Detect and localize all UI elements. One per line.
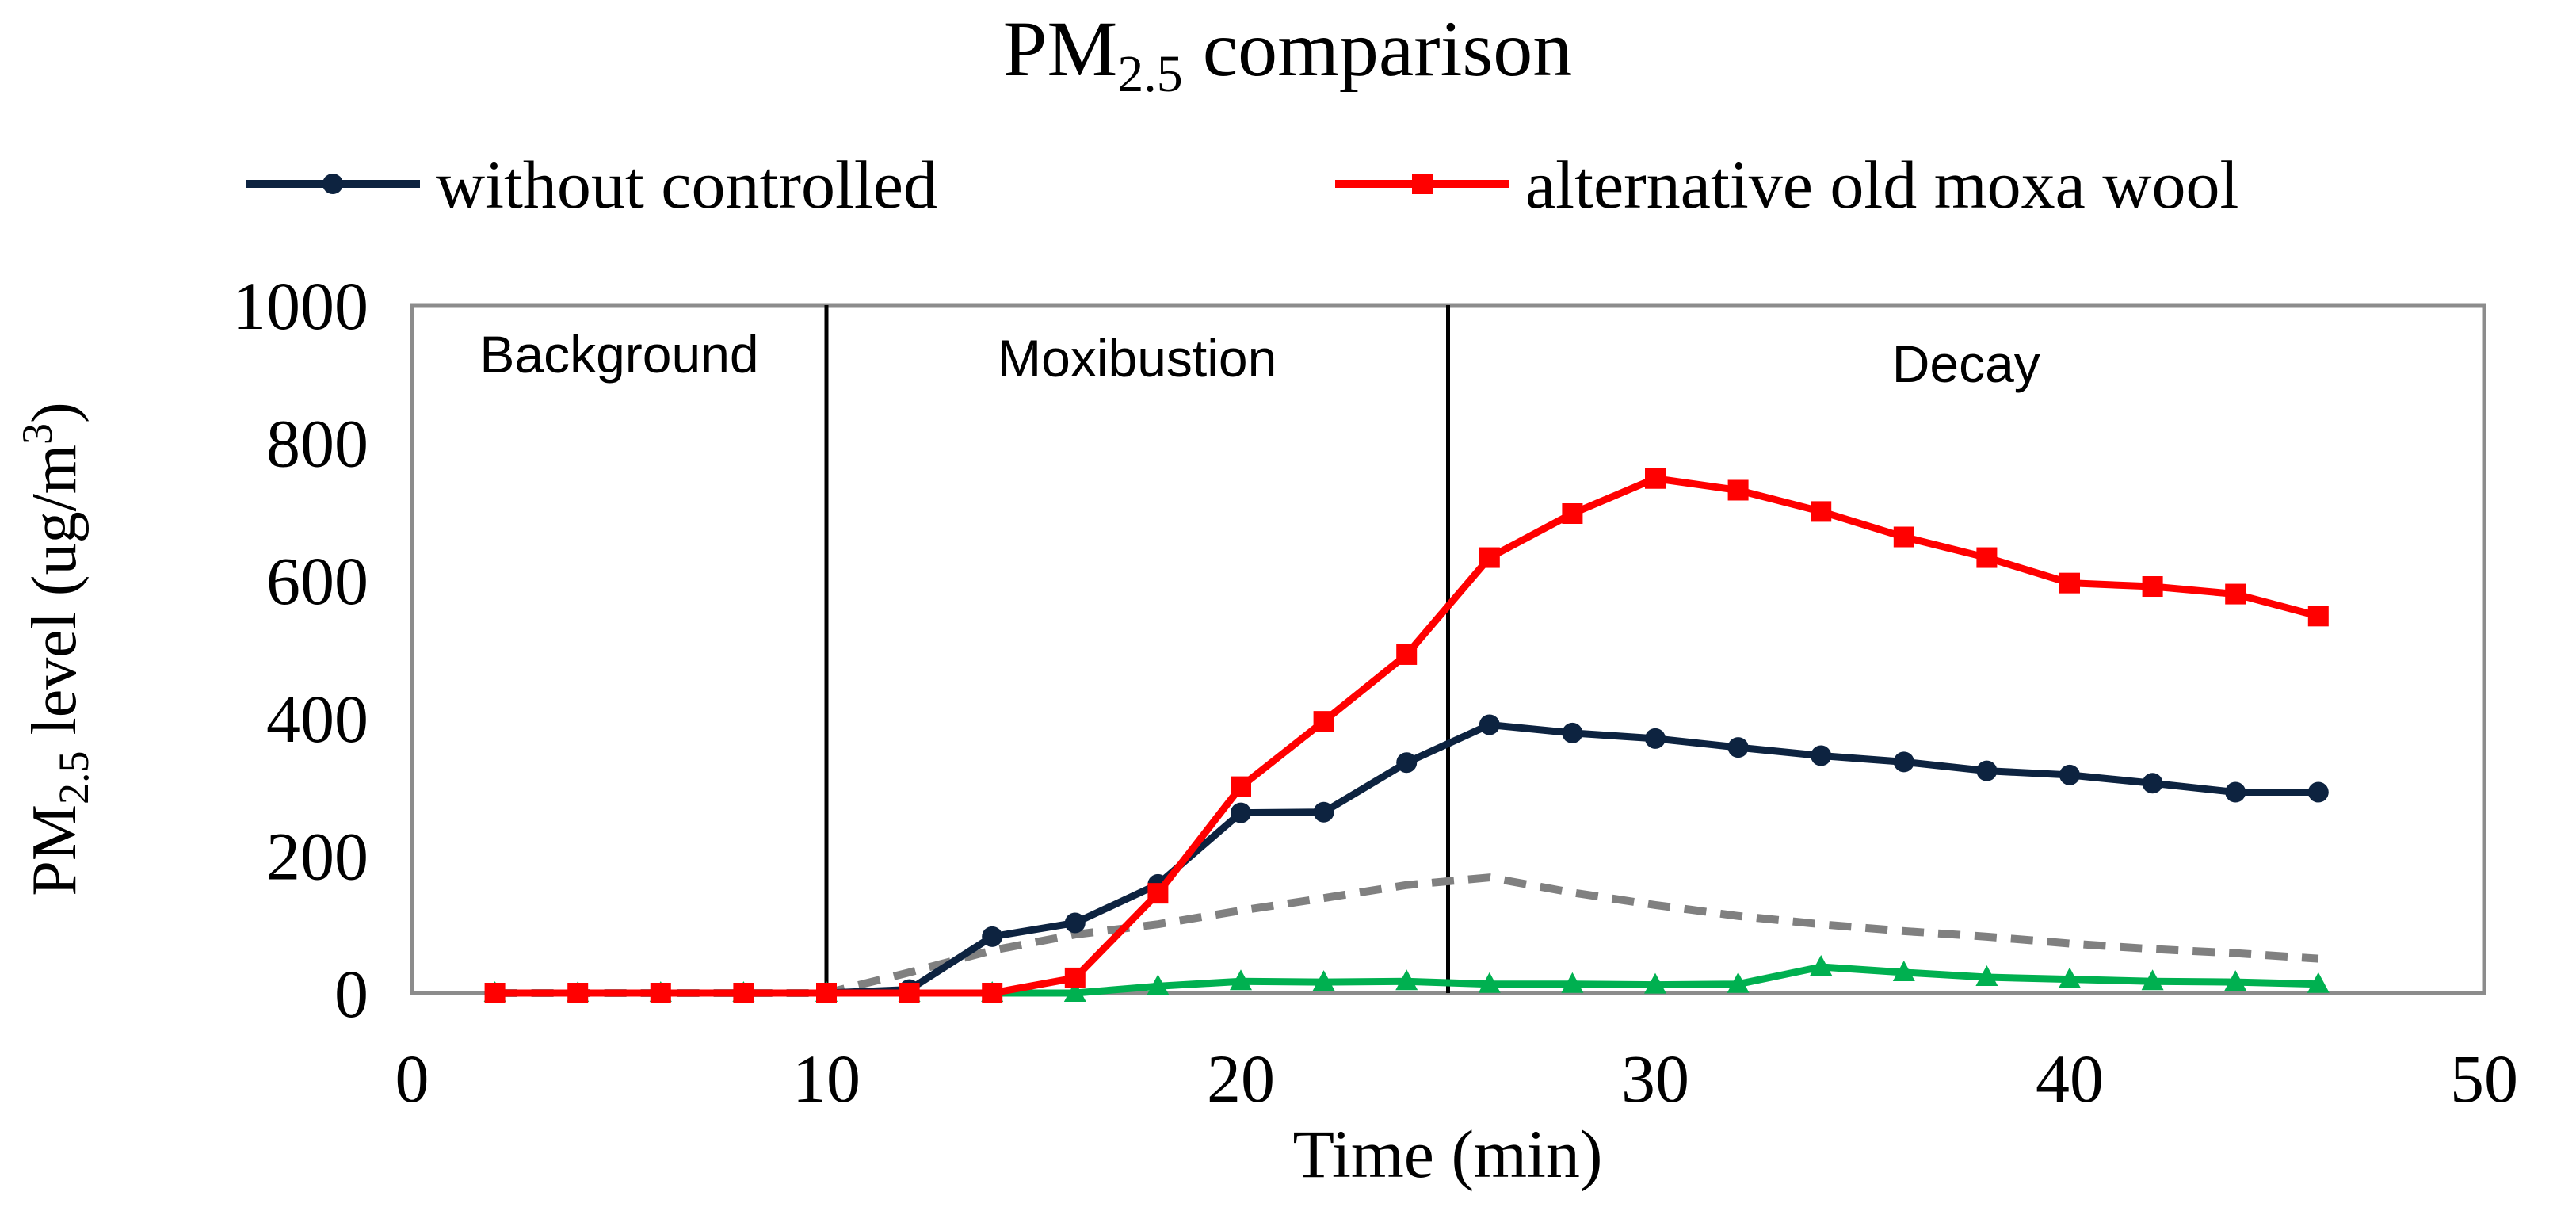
data-point [1975, 965, 1998, 987]
data-point [1727, 479, 1749, 501]
series-layer [483, 468, 2330, 1003]
data-point [1478, 972, 1501, 993]
phase-regions: Background Moxibustion Decay [479, 305, 2040, 993]
data-point [1230, 969, 1252, 991]
data-point [2059, 572, 2080, 594]
data-point [2307, 781, 2329, 803]
data-point [2059, 967, 2081, 988]
data-point [1396, 644, 1418, 665]
data-point [1395, 969, 1418, 991]
data-point [733, 983, 754, 1003]
data-point [1396, 752, 1418, 774]
data-point [816, 983, 837, 1003]
data-point [484, 983, 506, 1003]
data-point [1063, 981, 1086, 1002]
data-point [2059, 764, 2080, 785]
data-point [2307, 606, 2329, 627]
data-point [1811, 501, 1832, 522]
chart-title: PM2.5 comparison [1003, 5, 1573, 103]
data-point [982, 983, 1003, 1003]
legend: without controlled alternative old moxa w… [246, 147, 2238, 223]
data-point [1645, 468, 1666, 489]
data-point [1147, 883, 1169, 904]
y-tick-label: 600 [266, 543, 368, 619]
legend-marker [322, 174, 343, 194]
data-point [1893, 751, 1914, 773]
data-point [1231, 776, 1251, 797]
data-point [1312, 970, 1335, 991]
data-point [1231, 802, 1251, 823]
data-point [1727, 737, 1749, 758]
legend-label: without controlled [436, 147, 937, 223]
legend-marker [1412, 174, 1433, 194]
data-point [2224, 970, 2247, 991]
x-axis-label: Time (min) [1292, 1116, 1602, 1192]
data-point [1064, 912, 1086, 934]
data-point [567, 983, 589, 1003]
data-point [1644, 972, 1666, 994]
y-tick-label: 0 [334, 956, 368, 1032]
series-1 [484, 714, 2329, 1003]
y-tick-label: 400 [266, 681, 368, 757]
data-point [2307, 972, 2330, 993]
y-axis-label-main: PM [20, 804, 90, 896]
data-point [1561, 972, 1584, 993]
data-point [1976, 760, 1998, 781]
chart-title-suffix: comparison [1183, 5, 1573, 93]
data-point [1811, 745, 1832, 766]
x-tick-label: 10 [792, 1041, 861, 1117]
x-tick-label: 30 [1621, 1041, 1689, 1117]
data-point [1479, 547, 1500, 568]
data-point [2225, 583, 2246, 605]
legend-entry: without controlled [246, 147, 937, 223]
data-point [1893, 526, 1914, 548]
data-point [1313, 801, 1334, 823]
data-point [899, 983, 920, 1003]
axis-ticks: 0 200 400 600 800 1000 0 10 20 30 40 50 [232, 268, 2518, 1117]
data-point [1892, 960, 1915, 981]
data-point [2142, 576, 2163, 598]
data-point [1645, 728, 1666, 749]
data-point [1727, 972, 1750, 993]
legend-entry: alternative old moxa wool [1335, 147, 2238, 223]
y-tick-label: 200 [266, 818, 368, 894]
data-point [2142, 773, 2163, 794]
x-tick-label: 40 [2036, 1041, 2104, 1117]
y-axis-label-suffix: level (ug/m [20, 445, 90, 751]
data-point [982, 926, 1003, 947]
data-point [1562, 722, 1583, 743]
y-tick-label: 1000 [232, 268, 368, 344]
chart-title-main: PM [1003, 5, 1118, 93]
series-2 [484, 468, 2329, 1003]
data-point [1562, 503, 1583, 525]
data-point [1064, 967, 1086, 988]
data-point [1147, 974, 1170, 995]
y-axis-label-superscript: 3 [13, 423, 61, 445]
x-tick-label: 0 [395, 1041, 429, 1117]
data-point [2141, 969, 2164, 991]
x-tick-label: 50 [2450, 1041, 2518, 1117]
y-tick-label: 800 [266, 406, 368, 482]
series-line [491, 475, 2322, 997]
data-point [1976, 547, 1998, 568]
data-point [1313, 711, 1334, 732]
phase-label: Decay [1892, 334, 2040, 393]
data-point [650, 983, 671, 1003]
data-point [2225, 781, 2246, 803]
data-point [1810, 955, 1833, 976]
phase-label: Moxibustion [998, 329, 1277, 388]
x-tick-label: 20 [1207, 1041, 1275, 1117]
legend-label: alternative old moxa wool [1525, 147, 2238, 223]
y-axis-label-subscript: 2.5 [50, 751, 97, 805]
data-point [1479, 714, 1500, 735]
y-axis-label: PM2.5 level (ug/m3) [13, 402, 97, 896]
y-axis-label-close: ) [20, 402, 90, 423]
phase-label: Background [479, 325, 758, 384]
chart-title-subscript: 2.5 [1117, 45, 1183, 103]
